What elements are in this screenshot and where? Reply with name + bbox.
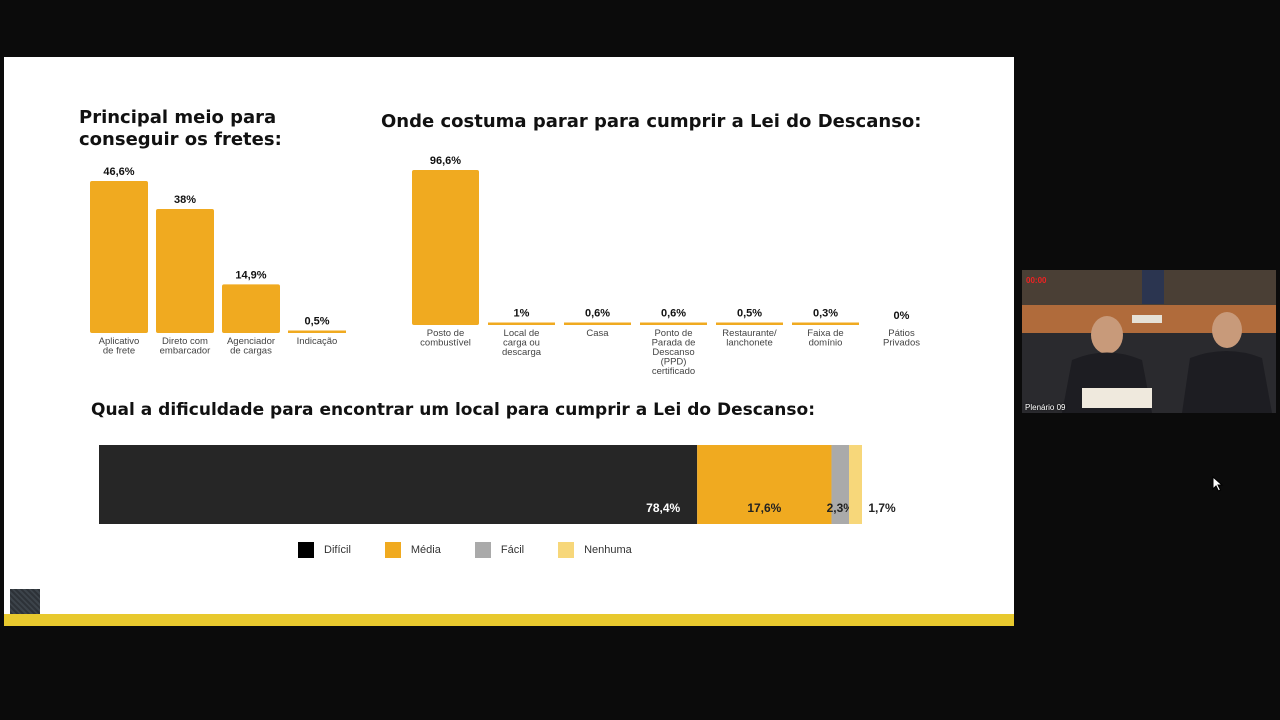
chart2-category-label-3-line1: Parada de: [652, 338, 696, 349]
chart2-bar-1: [488, 322, 555, 325]
legend-swatch-nenhuma: [558, 542, 575, 558]
chart2-category-label-0: Posto de: [427, 328, 465, 339]
chart1-category-label-3: Indicação: [297, 336, 338, 347]
chart2-category-label-1: Local de: [504, 328, 540, 339]
legend-label-facil: Fácil: [500, 544, 525, 556]
chart2-category-label-5-line1: domínio: [809, 338, 843, 349]
chart3-segment-0: [99, 445, 698, 524]
chart1-category-label-2: Agenciador: [227, 336, 275, 347]
legend-label-dificil: Difícil: [324, 544, 351, 556]
chart1-value-label-1: 38%: [174, 194, 196, 206]
chart2-bar-0: [412, 170, 479, 325]
chart2-category-label-6: Pátios: [888, 328, 915, 339]
chart1-value-label-3: 0,5%: [304, 316, 329, 328]
chart2-value-label-0: 96,6%: [430, 155, 461, 167]
chart2-category-label-5: Faixa de: [807, 328, 843, 339]
legend-item-dificil: Difícil: [298, 542, 351, 558]
chart2-category-label-3: Ponto de: [654, 328, 692, 339]
chart3-value-label-2: 2,3%: [827, 501, 855, 515]
footer-strip: [4, 614, 1014, 626]
chart1-category-label-1: Direto com: [162, 336, 208, 347]
legend-label-nenhuma: Nenhuma: [584, 544, 632, 556]
chart1-bar-1: [156, 209, 214, 333]
chart1-bar-3: [288, 330, 346, 333]
chart1-title: Principal meio para conseguir os fretes:: [79, 107, 282, 150]
chart3-segment-1: [697, 445, 832, 524]
chart3-title: Qual a dificuldade para encontrar um loc…: [91, 400, 816, 420]
legend-swatch-facil: [474, 542, 491, 558]
chart1-category-label-0: Aplicativo: [99, 336, 140, 347]
chart2-category-label-6-line1: Privados: [883, 338, 920, 349]
video-room-label: Plenário 09: [1025, 403, 1066, 412]
chart2-category-label-2: Casa: [586, 328, 609, 339]
chart2-category-label-4: Restaurante/: [722, 328, 777, 339]
chart2-category-label-3-line3: (PPD): [661, 357, 687, 368]
chart2-value-label-4: 0,5%: [737, 308, 762, 320]
video-timer: 00:00: [1026, 276, 1047, 285]
chart2-value-label-2: 0,6%: [585, 308, 610, 320]
chart2-value-label-5: 0,3%: [813, 308, 838, 320]
legend-item-facil: Fácil: [474, 542, 525, 558]
legend-item-media: Média: [384, 542, 441, 558]
chart1-category-label-0-line1: de frete: [103, 346, 135, 357]
chart2-category-label-4-line1: lanchonete: [726, 338, 772, 349]
chart1-category-label-1-line1: embarcador: [160, 346, 211, 357]
video-feed-scene: [1022, 270, 1276, 413]
chart2-value-label-3: 0,6%: [661, 308, 686, 320]
chart3-segment-3: [849, 445, 862, 524]
mouse-cursor-icon: [1212, 476, 1224, 492]
legend-item-nenhuma: Nenhuma: [558, 542, 632, 558]
chart2-category-label-0-line1: combustível: [420, 338, 471, 349]
chart2-category-label-3-line2: Descanso: [652, 347, 694, 358]
chart1-bar-2: [222, 284, 280, 333]
chart2-value-label-1: 1%: [514, 308, 530, 320]
chart2-bar-2: [564, 322, 631, 325]
legend-swatch-dificil: [298, 542, 314, 558]
chart2-bar-3: [640, 322, 707, 325]
chart3-legend: Difícil Média Fácil Nenhuma: [298, 542, 666, 558]
legend-label-media: Média: [410, 544, 441, 556]
video-feed-thumbnail[interactable]: 00:00 Plenário 09: [1022, 270, 1276, 413]
chart1-value-label-0: 46,6%: [103, 166, 134, 178]
presentation-slide: Principal meio para conseguir os fretes:…: [4, 57, 1014, 626]
chart1-category-label-2-line1: de cargas: [230, 346, 272, 357]
legend-swatch-media: [384, 542, 401, 558]
chart2-value-label-6: 0%: [894, 310, 910, 322]
chart3-segment-2: [831, 445, 850, 524]
chart2-category-label-1-line2: descarga: [502, 347, 542, 358]
chart2-category-label-1-line1: carga ou: [503, 338, 540, 349]
chart3-value-label-3: 1,7%: [868, 501, 896, 515]
chart1-bar-0: [90, 181, 148, 333]
chart2-bar-4: [716, 322, 783, 325]
chart2-title: Onde costuma parar para cumprir a Lei do…: [381, 111, 922, 132]
chart2-bar-5: [792, 322, 859, 325]
chart1-value-label-2: 14,9%: [235, 269, 266, 281]
chart3-value-label-1: 17,6%: [747, 501, 781, 515]
chart2-category-label-3-line4: certificado: [652, 366, 695, 377]
chart3-value-label-0: 78,4%: [646, 501, 680, 515]
